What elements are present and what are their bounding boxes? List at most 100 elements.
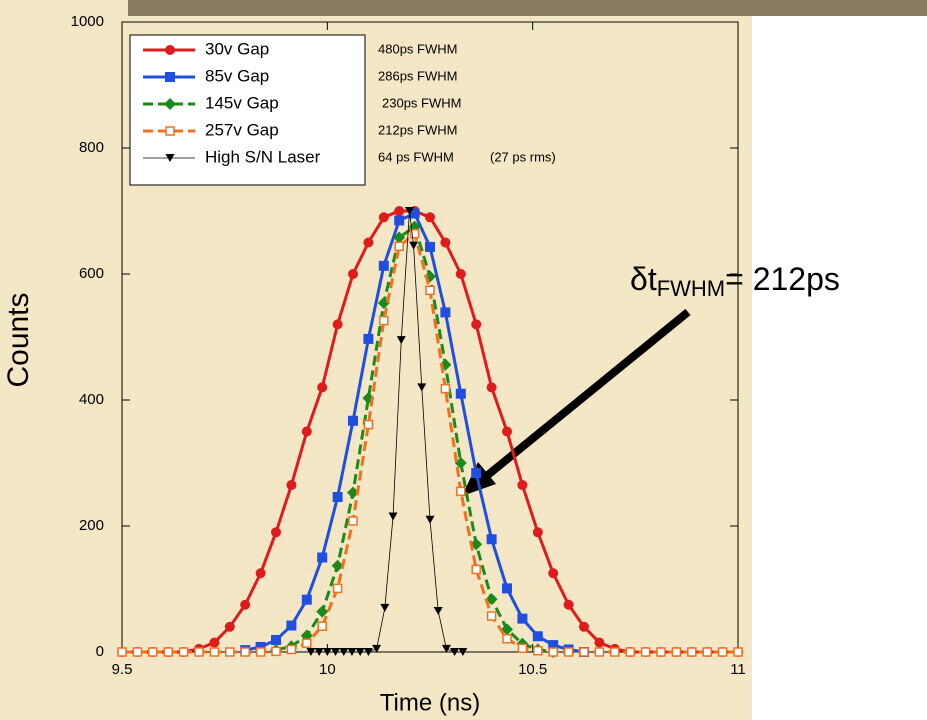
data-point <box>388 512 398 521</box>
note: 230ps FWHM <box>382 95 461 110</box>
data-point <box>563 599 574 610</box>
data-point <box>425 212 435 223</box>
data-point <box>610 647 620 657</box>
data-point <box>502 634 512 644</box>
data-point <box>363 419 374 430</box>
annotation-subscript: FWHM <box>657 276 725 301</box>
legend-marker <box>165 45 175 55</box>
data-point <box>625 647 635 657</box>
note: 212ps FWHM <box>378 122 457 137</box>
x-tick-label: 10 <box>319 661 336 678</box>
data-point <box>394 215 405 226</box>
legend-label: 85v Gap <box>205 66 269 85</box>
data-point <box>471 468 482 479</box>
y-tick-label: 800 <box>79 139 104 156</box>
data-point <box>517 613 528 624</box>
data-point <box>332 583 343 594</box>
data-point <box>348 415 358 426</box>
legend-marker <box>165 154 175 162</box>
y-tick-label: 400 <box>79 391 104 408</box>
annotation: δtFWHM= 212ps <box>630 261 840 300</box>
legend-marker <box>165 126 175 136</box>
data-point <box>563 647 574 657</box>
data-point <box>148 647 158 657</box>
legend-label: 30v Gap <box>205 39 269 58</box>
data-point <box>163 647 173 657</box>
data-point <box>409 208 420 219</box>
y-tick-label: 600 <box>79 265 104 282</box>
x-tick-label: 9.5 <box>112 661 133 678</box>
data-point <box>331 559 344 572</box>
data-point <box>394 206 405 216</box>
data-point <box>485 593 498 606</box>
data-point <box>339 648 349 656</box>
annotation-suffix: = 212ps <box>725 261 840 297</box>
data-point <box>502 583 512 594</box>
data-point <box>717 647 728 657</box>
data-point <box>441 644 451 653</box>
data-point <box>548 568 559 579</box>
data-point <box>425 241 435 252</box>
data-point <box>440 383 451 394</box>
data-point <box>317 552 328 563</box>
data-point <box>348 516 358 526</box>
data-point <box>209 637 220 648</box>
data-point <box>286 644 297 655</box>
data-point <box>455 269 466 279</box>
data-point <box>455 388 466 399</box>
note: (27 ps rms) <box>490 149 556 164</box>
data-point <box>454 457 467 469</box>
data-point <box>363 648 373 656</box>
data-point <box>394 241 404 252</box>
legend-label: 145v Gap <box>205 93 279 112</box>
x-tick-label: 11 <box>730 661 746 678</box>
data-point <box>409 241 419 250</box>
data-point <box>271 527 281 538</box>
data-point <box>486 611 497 621</box>
data-point <box>458 648 468 656</box>
data-point <box>440 307 451 318</box>
data-point <box>271 635 281 646</box>
y-tick-label: 0 <box>96 643 104 660</box>
data-point <box>225 647 235 657</box>
data-point <box>671 647 682 657</box>
data-point <box>548 640 559 651</box>
data-point <box>331 648 341 656</box>
data-point <box>548 647 558 657</box>
data-point <box>302 638 312 648</box>
data-point <box>348 269 358 279</box>
data-point <box>687 647 697 657</box>
data-point <box>372 644 382 653</box>
data-point <box>471 319 482 330</box>
y-tick-label: 1000 <box>71 13 104 30</box>
data-point <box>355 648 365 656</box>
x-axis-label: Time (ns) <box>380 689 480 716</box>
data-point <box>240 599 251 610</box>
note: 286ps FWHM <box>378 68 457 83</box>
data-point <box>425 515 435 524</box>
data-point <box>471 564 481 575</box>
data-point <box>656 647 666 657</box>
data-point <box>417 383 427 392</box>
data-point <box>255 641 266 652</box>
data-point <box>255 647 266 657</box>
data-point <box>396 336 406 345</box>
data-point <box>702 647 712 657</box>
data-point <box>733 647 743 657</box>
data-point <box>178 647 189 657</box>
legend-marker <box>165 72 175 82</box>
data-point <box>380 603 390 612</box>
data-point <box>433 607 443 616</box>
data-point <box>286 480 297 491</box>
data-point <box>117 647 127 657</box>
data-point <box>224 621 235 632</box>
data-point <box>363 237 374 248</box>
y-tick-label: 200 <box>79 517 104 534</box>
data-point <box>306 648 316 656</box>
data-point <box>209 647 220 657</box>
plot-frame <box>121 21 739 653</box>
data-point <box>332 319 343 330</box>
data-point <box>425 285 435 296</box>
data-point <box>579 647 589 657</box>
